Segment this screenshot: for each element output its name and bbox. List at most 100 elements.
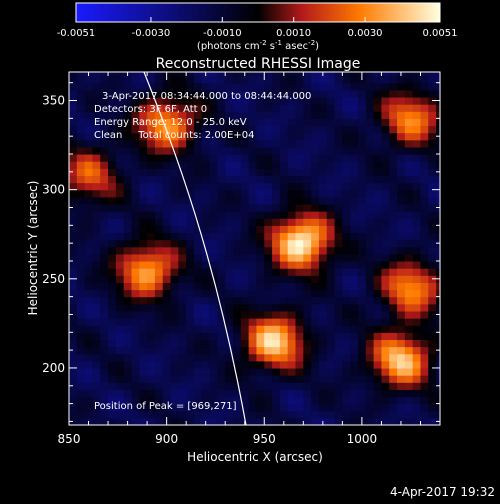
heatmap-cell — [170, 310, 179, 319]
heatmap-cell — [162, 161, 172, 169]
heatmap-cell — [233, 268, 242, 276]
heatmap-cell — [287, 168, 297, 176]
heatmap-cell — [100, 232, 109, 241]
heatmap-cell — [295, 346, 304, 355]
heatmap-cell — [139, 211, 148, 219]
heatmap-cell — [279, 225, 289, 234]
heatmap-cell — [404, 410, 414, 419]
heatmap-cell — [256, 89, 265, 98]
heatmap-cell — [170, 325, 179, 333]
heatmap-cell — [342, 75, 351, 84]
heatmap-cell — [311, 111, 320, 119]
heatmap-cell — [311, 89, 320, 98]
heatmap-cell — [311, 75, 320, 84]
heatmap-cell — [318, 168, 328, 176]
heatmap-cell — [170, 75, 179, 84]
heatmap-cell — [272, 139, 281, 148]
heatmap-cell — [193, 161, 203, 169]
heatmap-cell — [326, 239, 336, 248]
heatmap-cell — [178, 296, 187, 305]
heatmap-cell — [92, 275, 101, 283]
heatmap-cell — [225, 389, 234, 398]
heatmap-cell — [365, 375, 375, 383]
heatmap-cell — [154, 318, 164, 326]
heatmap-cell — [397, 232, 406, 241]
heatmap-cell — [381, 396, 390, 405]
heatmap-cell — [162, 268, 172, 276]
heatmap-cell — [397, 318, 406, 326]
heatmap-cell — [428, 146, 437, 155]
heatmap-cell — [233, 325, 242, 333]
heatmap-cell — [178, 375, 187, 383]
heatmap-cell — [193, 218, 203, 226]
heatmap-cell — [170, 175, 179, 184]
heatmap-cell — [311, 154, 320, 162]
heatmap-cell — [334, 189, 343, 198]
heatmap-cell — [123, 253, 133, 262]
heatmap-cell — [397, 403, 406, 412]
heatmap-cell — [397, 168, 406, 176]
heatmap-cell — [186, 161, 195, 169]
heatmap-cell — [154, 275, 164, 283]
heatmap-cell — [397, 225, 406, 234]
heatmap-cell — [240, 211, 250, 219]
heatmap-cell — [326, 253, 336, 262]
heatmap-cell — [256, 367, 265, 376]
heatmap-cell — [193, 289, 203, 298]
heatmap-cell — [131, 268, 140, 276]
heatmap-cell — [162, 260, 172, 269]
heatmap-cell — [420, 211, 429, 219]
heatmap-cell — [287, 339, 297, 348]
heatmap-cell — [225, 318, 234, 326]
heatmap-cell — [272, 175, 281, 184]
heatmap-cell — [350, 96, 359, 105]
heatmap-cell — [108, 168, 117, 176]
heatmap-cell — [365, 118, 375, 127]
heatmap-cell — [389, 72, 398, 77]
heatmap-cell — [412, 353, 422, 362]
heatmap-cell — [436, 303, 440, 312]
heatmap-cell — [217, 367, 226, 376]
heatmap-cell — [248, 253, 258, 262]
heatmap-cell — [225, 196, 234, 205]
heatmap-cell — [69, 139, 78, 148]
heatmap-cell — [131, 382, 140, 390]
heatmap-cell — [217, 203, 226, 212]
heatmap-cell — [397, 310, 406, 319]
heatmap-cell — [178, 125, 187, 134]
heatmap-cell — [272, 225, 281, 234]
heatmap-cell — [397, 161, 406, 169]
heatmap-cell — [69, 253, 78, 262]
heatmap-cell — [217, 375, 226, 383]
heatmap-cell — [350, 375, 359, 383]
heatmap-cell — [139, 382, 148, 390]
heatmap-cell — [225, 175, 234, 184]
heatmap-cell — [84, 382, 94, 390]
heatmap-cell — [342, 239, 351, 248]
heatmap-cell — [389, 353, 398, 362]
heatmap-cell — [209, 118, 218, 127]
heatmap-cell — [397, 389, 406, 398]
heatmap-cell — [240, 253, 250, 262]
heatmap-cell — [256, 360, 265, 369]
heatmap-cell — [420, 203, 429, 212]
heatmap-cell — [404, 289, 414, 298]
heatmap-cell — [178, 310, 187, 319]
heatmap-cell — [350, 82, 359, 91]
heatmap-cell — [108, 339, 117, 348]
heatmap-cell — [404, 72, 414, 77]
heatmap-cell — [264, 310, 273, 319]
heatmap-cell — [436, 260, 440, 269]
heatmap-cell — [162, 332, 172, 341]
heatmap-cell — [287, 353, 297, 362]
heatmap-cell — [123, 111, 133, 119]
heatmap-cell — [436, 118, 440, 127]
heatmap-cell — [264, 246, 273, 255]
heatmap-cell — [100, 339, 109, 348]
heatmap-cell — [154, 310, 164, 319]
heatmap-cell — [170, 211, 179, 219]
heatmap-cell — [428, 154, 437, 162]
heatmap-cell — [162, 253, 172, 262]
heatmap-cell — [147, 89, 156, 98]
heatmap-cell — [154, 182, 164, 191]
